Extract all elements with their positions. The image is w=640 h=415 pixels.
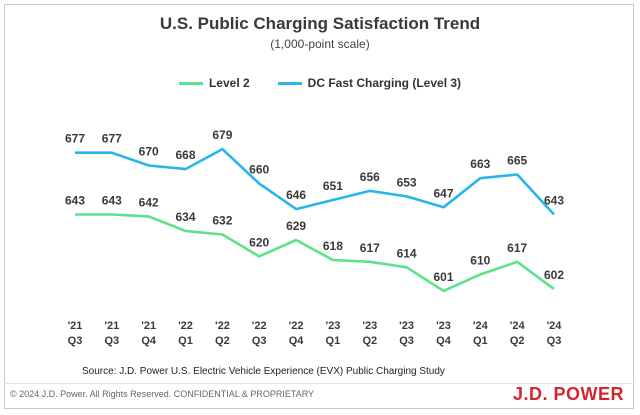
data-label-s0-12: 617	[507, 241, 527, 255]
series-line-0	[75, 213, 555, 293]
data-label-s0-13: 602	[544, 268, 564, 282]
data-label-s1-2: 670	[139, 145, 159, 159]
x-tick-label-1: '21 Q3	[104, 320, 119, 347]
data-label-s1-9: 653	[397, 175, 417, 189]
x-tick-label-13: '24 Q3	[547, 320, 563, 347]
data-label-s1-0: 677	[65, 132, 85, 146]
data-label-s0-9: 614	[397, 246, 417, 260]
data-label-s1-12: 665	[507, 154, 527, 168]
data-label-s1-10: 647	[433, 186, 453, 200]
x-tick-label-11: '24 Q1	[473, 320, 489, 347]
data-label-s1-8: 656	[360, 170, 380, 184]
data-label-s1-6: 646	[286, 188, 306, 202]
brand-logo: J.D. POWER	[512, 384, 624, 404]
x-tick-label-8: '23 Q2	[362, 320, 377, 347]
legend-swatch-level-2	[178, 81, 203, 85]
x-tick-label-6: '22 Q4	[289, 320, 305, 347]
data-label-s1-7: 651	[323, 179, 343, 193]
x-tick-label-5: '22 Q3	[252, 320, 267, 347]
x-tick-label-0: '21 Q3	[68, 320, 83, 347]
data-label-s0-6: 629	[286, 219, 306, 233]
data-label-s0-4: 632	[212, 214, 232, 228]
data-label-s0-8: 617	[360, 241, 380, 255]
x-tick-label-10: '23 Q4	[436, 320, 452, 347]
x-tick-label-4: '22 Q2	[215, 320, 230, 347]
legend-swatch-dc-fast	[277, 81, 302, 85]
x-tick-label-2: '21 Q4	[141, 320, 157, 347]
data-label-s0-0: 643	[65, 194, 85, 208]
series-line-1	[75, 147, 555, 216]
chart-legend: Level 2 DC Fast Charging (Level 3)	[0, 76, 640, 90]
data-label-s1-3: 668	[175, 148, 195, 162]
data-label-s0-10: 601	[433, 270, 453, 284]
data-label-s1-1: 677	[102, 132, 122, 146]
x-tick-label-12: '24 Q2	[510, 320, 526, 347]
legend-label-dc-fast: DC Fast Charging (Level 3)	[307, 76, 462, 90]
chart-title: U.S. Public Charging Satisfaction Trend	[159, 14, 481, 33]
data-label-s1-13: 643	[544, 194, 564, 208]
legend-item-level-2: Level 2	[178, 76, 250, 90]
data-label-s1-4: 679	[212, 128, 232, 142]
x-tick-label-3: '22 Q1	[178, 320, 193, 347]
data-label-s1-5: 660	[249, 163, 269, 177]
legend-item-dc-fast: DC Fast Charging (Level 3)	[277, 76, 462, 90]
data-label-s1-11: 663	[470, 157, 490, 171]
chart-frame	[4, 4, 634, 409]
footer-divider	[4, 383, 634, 384]
legend-label-level-2: Level 2	[208, 76, 250, 90]
data-label-s0-2: 642	[139, 195, 159, 209]
data-label-s0-11: 610	[470, 254, 490, 268]
data-label-s0-7: 618	[323, 239, 343, 253]
chart-subtitle: (1,000-point scale)	[270, 37, 370, 51]
x-tick-label-9: '23 Q3	[399, 320, 414, 347]
data-label-s0-3: 634	[175, 210, 195, 224]
copyright-text: © 2024 J.D. Power. All Rights Reserved. …	[10, 389, 315, 399]
source-note: Source: J.D. Power U.S. Electric Vehicle…	[82, 366, 445, 377]
data-label-s0-1: 643	[102, 194, 122, 208]
data-label-s0-5: 620	[249, 235, 269, 249]
x-tick-label-7: '23 Q1	[325, 320, 340, 347]
